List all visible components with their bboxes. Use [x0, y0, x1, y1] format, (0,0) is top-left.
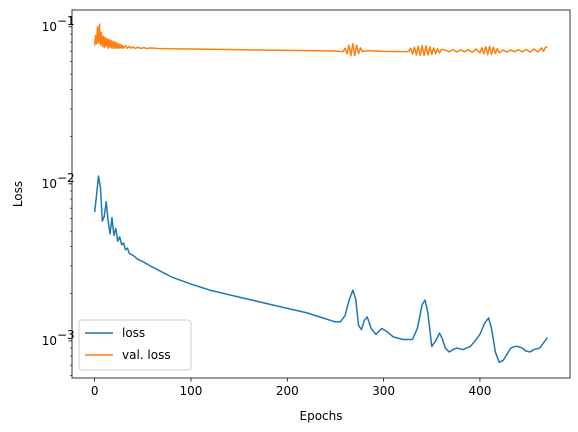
- y-tick-label: 10: [42, 177, 57, 191]
- y-tick-label: 10: [42, 20, 57, 34]
- y-axis-label: Loss: [11, 181, 25, 207]
- x-tick-label: 400: [468, 384, 491, 398]
- y-axis-ticks: 10−310−210−1: [42, 14, 75, 376]
- legend: loss val. loss: [78, 319, 192, 371]
- y-tick-exponent: −1: [57, 14, 75, 28]
- y-tick-exponent: −2: [57, 171, 75, 185]
- x-tick-label: 0: [91, 384, 99, 398]
- series-layer: [93, 23, 548, 364]
- x-axis-ticks: 0 100 200 300 400: [91, 378, 491, 398]
- x-tick-label: 300: [372, 384, 395, 398]
- legend-label-loss: loss: [122, 326, 145, 340]
- x-tick-label: 200: [276, 384, 299, 398]
- x-tick-label: 100: [180, 384, 203, 398]
- y-tick-exponent: −3: [57, 328, 75, 342]
- x-axis-label: Epochs: [300, 409, 343, 423]
- series-line-loss: [93, 175, 548, 364]
- plot-frame: [71, 9, 571, 379]
- y-tick-label: 10: [42, 334, 57, 348]
- series-line-val-loss: [93, 23, 548, 57]
- legend-label-val-loss: val. loss: [122, 348, 171, 362]
